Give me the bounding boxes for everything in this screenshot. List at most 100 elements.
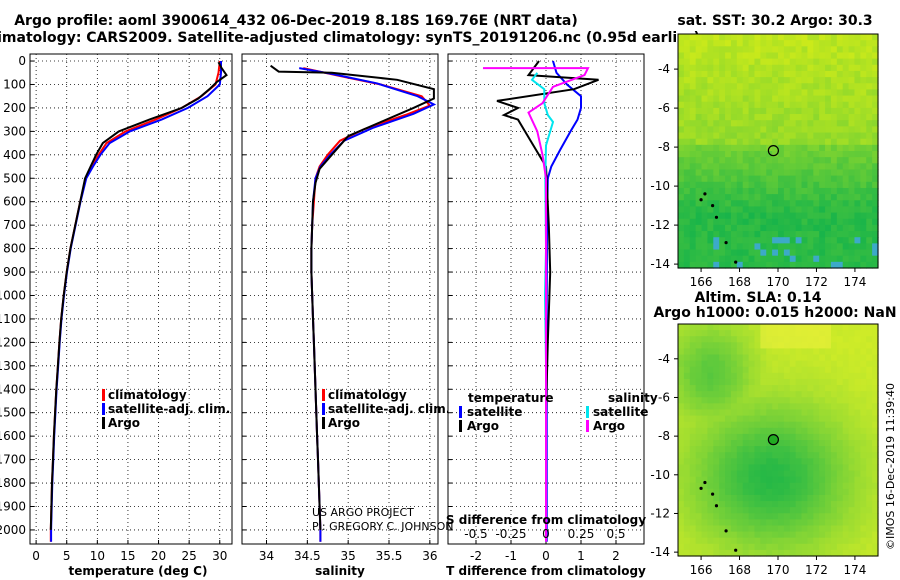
map-cell (836, 525, 844, 533)
map-cell (719, 77, 726, 84)
map-cell (866, 360, 873, 368)
map-cell (866, 525, 873, 533)
map-cell (695, 95, 703, 103)
map-cell (683, 513, 691, 520)
map-cell (819, 231, 826, 238)
map-cell (801, 336, 809, 343)
map-cell (683, 494, 691, 502)
map-cell (754, 120, 761, 127)
map-cell (842, 403, 850, 411)
map-cell (819, 243, 826, 251)
map-cell (730, 231, 738, 238)
map-cell (842, 378, 850, 386)
map-cell (801, 151, 809, 158)
map-cell (854, 83, 861, 91)
map-cell (860, 77, 867, 84)
map-cell (854, 537, 861, 545)
map-cell (830, 330, 838, 337)
map-cell (860, 151, 867, 158)
map-cell (736, 336, 744, 343)
map-y-tick-label: -12 (650, 218, 670, 232)
map-cell (836, 378, 844, 386)
map-cell (819, 476, 826, 484)
map-cell (813, 391, 820, 398)
map-cell (689, 46, 697, 54)
map-cell (742, 132, 750, 140)
map-cell (860, 187, 867, 195)
map-cell (713, 206, 720, 214)
map-cell (848, 421, 856, 429)
map-cell (760, 114, 767, 121)
map-cell (695, 194, 703, 201)
map-cell (842, 64, 850, 72)
map-cell (730, 101, 738, 109)
map-cell (689, 415, 697, 423)
map-cell (872, 433, 879, 441)
map-cell (866, 464, 873, 472)
map-cell (819, 397, 826, 404)
map-cell (725, 187, 732, 195)
map-cell (678, 175, 685, 183)
map-cell (830, 403, 838, 411)
map-cell (842, 446, 850, 453)
map-cell (854, 46, 861, 54)
map-cell (778, 175, 785, 183)
map-cell (789, 169, 797, 177)
map-cell (783, 488, 791, 496)
map-cell (830, 427, 838, 435)
map-cell (760, 415, 767, 423)
map-cell (766, 372, 773, 380)
map-cell (707, 348, 714, 356)
map-cell (783, 138, 791, 146)
map-cell (772, 513, 779, 520)
map-cell (872, 403, 879, 411)
map-cell (683, 458, 691, 466)
map-cell (854, 385, 861, 392)
map-cell (825, 95, 832, 103)
map-cell (848, 537, 856, 545)
map-cell (742, 261, 750, 269)
map-cell (725, 243, 732, 251)
map-cell (866, 169, 873, 177)
map-cell (766, 330, 773, 337)
map-cell (766, 194, 773, 201)
map-cell (813, 107, 820, 115)
map-cell (825, 464, 832, 472)
map-cell (730, 175, 738, 183)
map-cell (760, 169, 767, 177)
map-cell (801, 366, 809, 374)
map-cell (772, 89, 779, 97)
map-cell (719, 446, 726, 453)
map-cell (813, 378, 820, 386)
map-cell (748, 488, 756, 496)
map-cell (860, 482, 867, 490)
map-cell (860, 206, 867, 214)
map-cell (807, 378, 814, 386)
map-cell (819, 261, 826, 269)
map-cell (754, 366, 761, 374)
map-cell (707, 132, 714, 140)
map-cell (825, 120, 832, 127)
map-cell (736, 482, 744, 490)
map-cell (678, 488, 685, 496)
map-cell (795, 330, 803, 337)
map-cell (836, 336, 844, 343)
map-cell (707, 336, 714, 343)
map-cell (807, 126, 814, 134)
map-cell (795, 261, 803, 269)
map-cell (713, 354, 720, 362)
map-cell (742, 458, 750, 466)
map-cell (866, 249, 873, 257)
map-cell (807, 391, 814, 398)
map-cell (778, 549, 785, 557)
map-cell (807, 324, 814, 331)
map-cell (689, 157, 697, 164)
map-cell (766, 126, 773, 134)
map-cell (842, 89, 850, 97)
map-cell (836, 482, 844, 490)
map-cell (760, 531, 767, 539)
map-cell (766, 212, 773, 220)
map-cell (813, 549, 820, 557)
map-cell (695, 243, 703, 251)
map-cell (683, 330, 691, 337)
